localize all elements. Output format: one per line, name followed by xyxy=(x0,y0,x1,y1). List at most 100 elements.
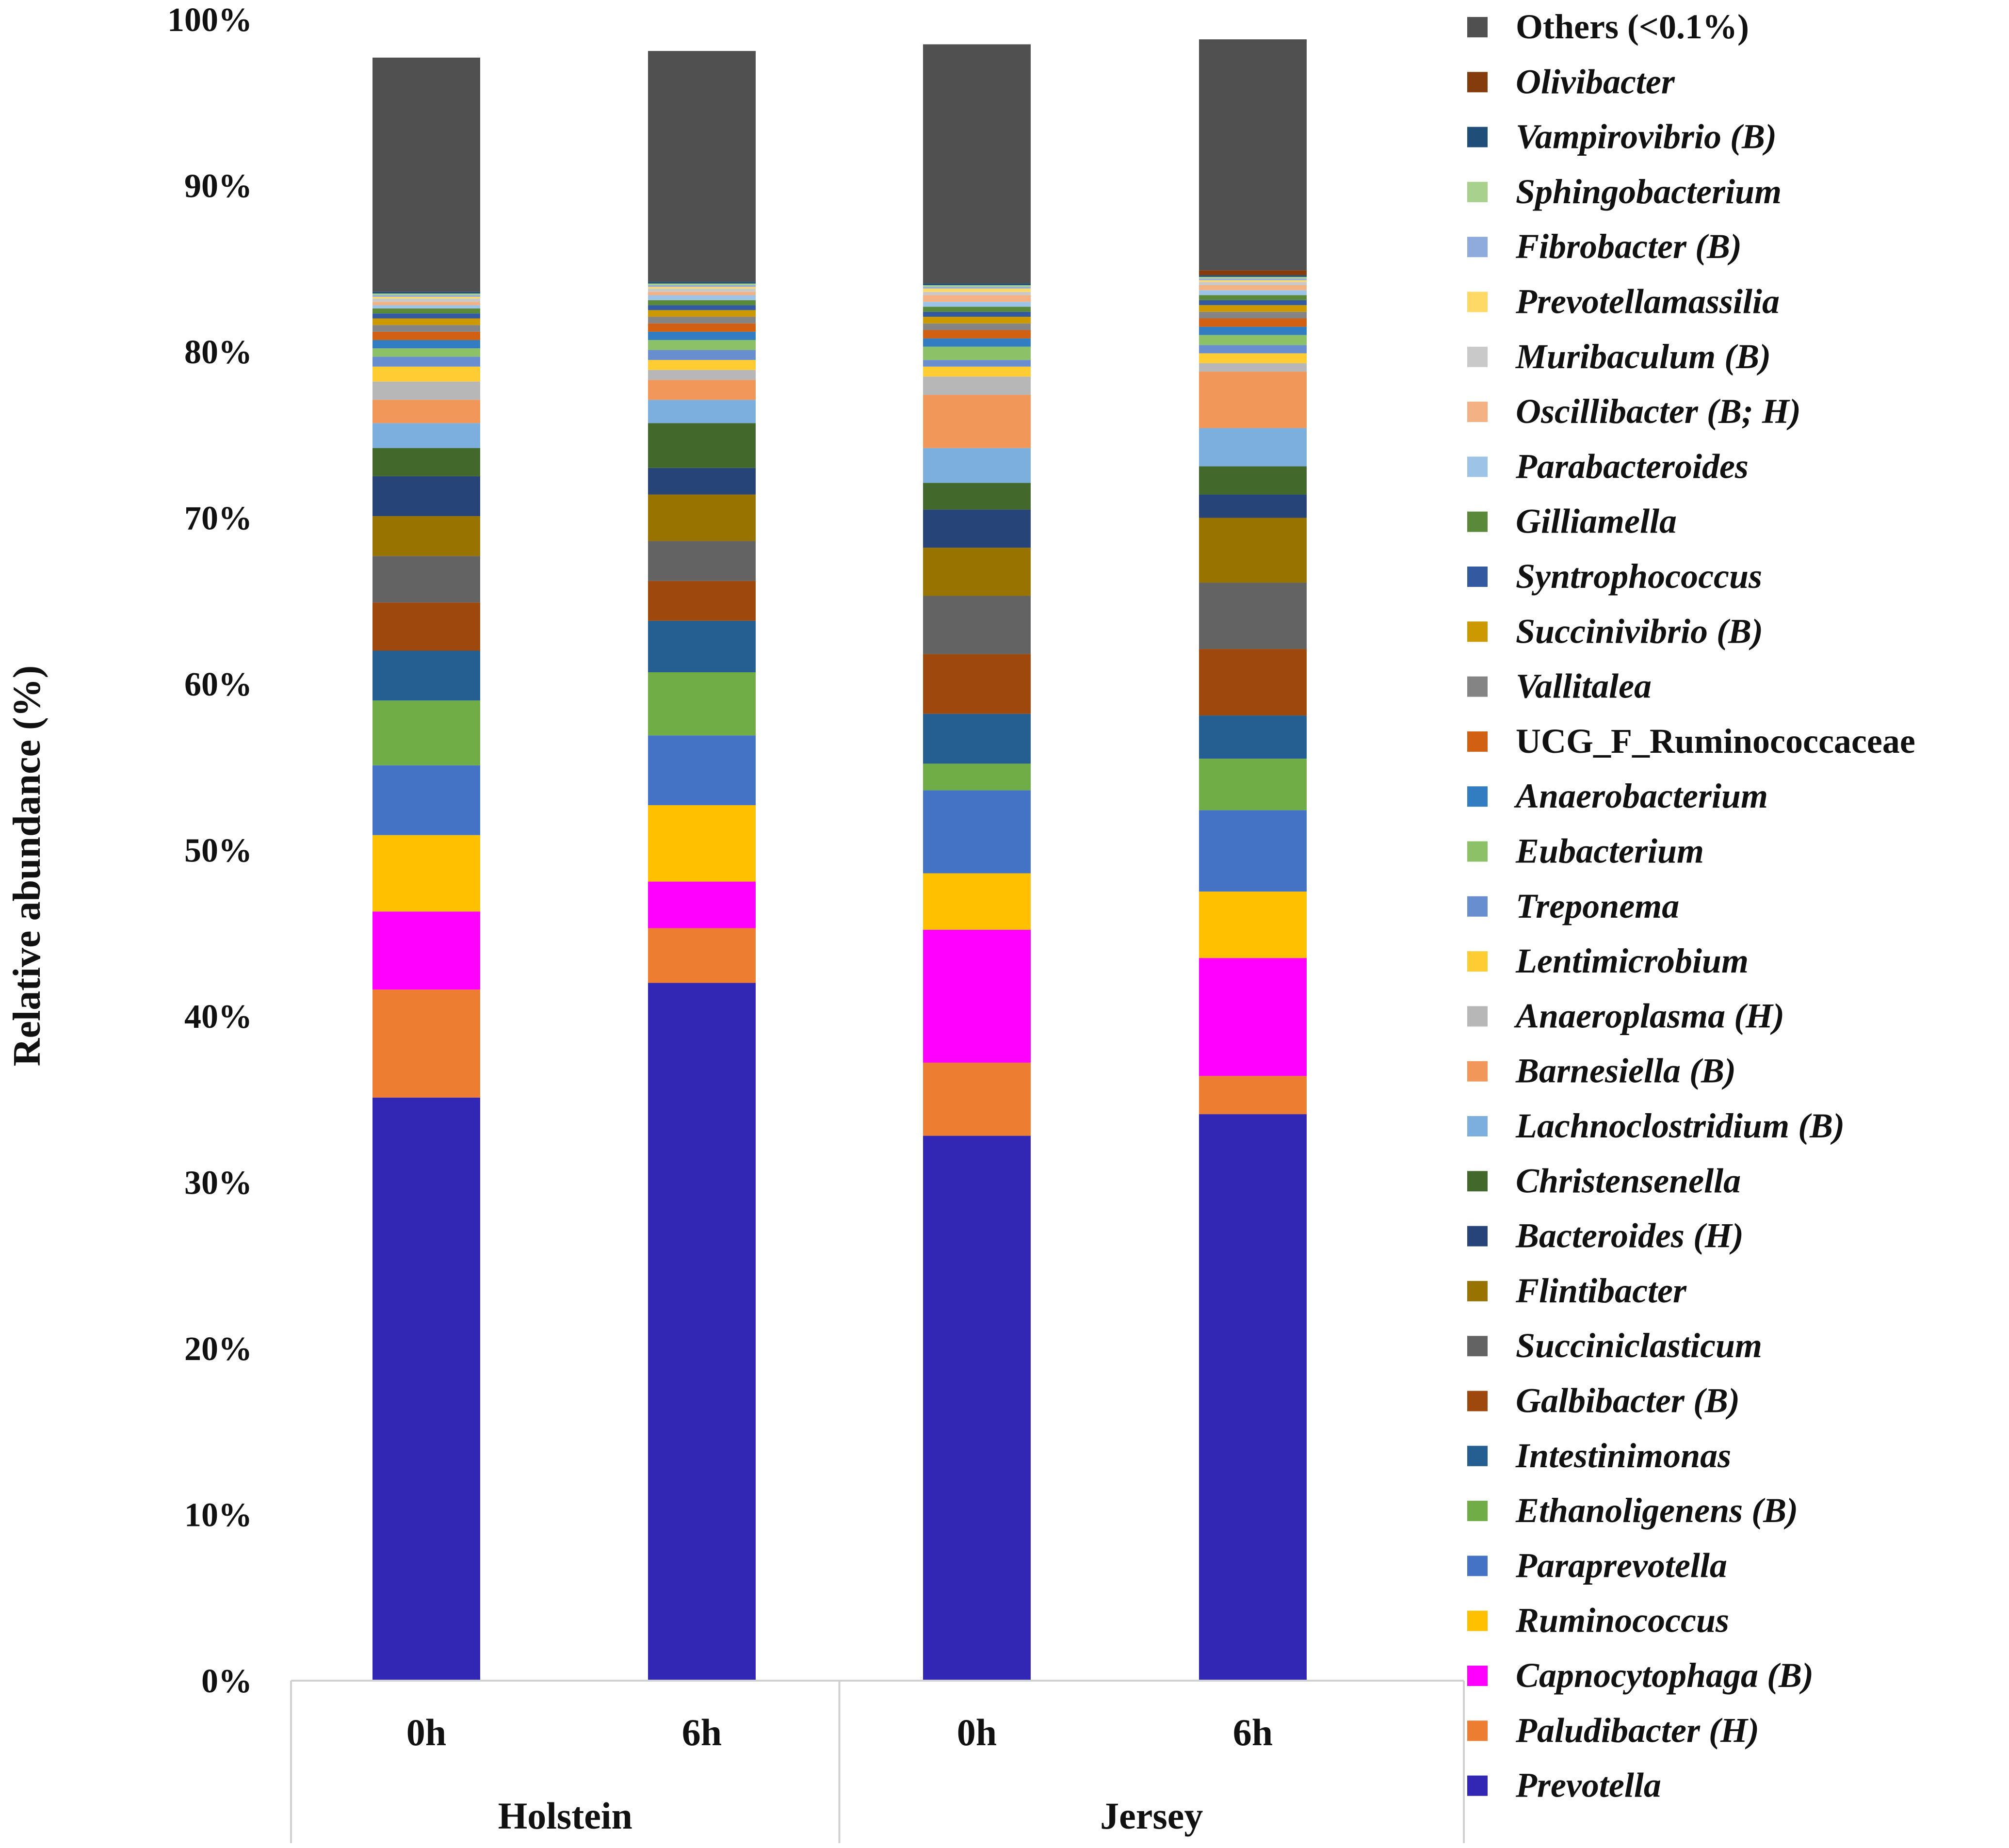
legend-swatch xyxy=(1467,17,1488,37)
bar-segment xyxy=(648,317,756,324)
y-tick-label: 100% xyxy=(167,1,252,39)
bar-segment xyxy=(1199,353,1307,363)
y-tick-label: 20% xyxy=(184,1330,252,1368)
legend-item: Intestinimonas xyxy=(1467,1436,1731,1475)
bar-segment xyxy=(648,331,756,340)
bar-segment xyxy=(373,516,480,556)
legend-item: UCG_F_Ruminococcaceae xyxy=(1467,722,1915,761)
bar-segment xyxy=(1199,715,1307,759)
legend-swatch xyxy=(1467,1281,1488,1301)
bar-segment xyxy=(648,305,756,310)
bar-segment xyxy=(923,283,1031,285)
bar-segment xyxy=(373,400,480,423)
legend-swatch xyxy=(1467,731,1488,752)
bar-segment xyxy=(1199,276,1307,279)
bar-stack xyxy=(1199,39,1307,1681)
bar-segment xyxy=(373,340,480,349)
bar-segment xyxy=(648,928,756,983)
legend-label: Christensenella xyxy=(1516,1161,1741,1200)
bar-segment xyxy=(923,302,1031,307)
legend-label: Vallitalea xyxy=(1516,667,1652,706)
legend-swatch xyxy=(1467,1610,1488,1631)
legend-item: Ruminococcus xyxy=(1467,1601,1729,1640)
legend-label: Treponema xyxy=(1516,887,1679,925)
bar-segment xyxy=(1199,494,1307,518)
bar-segment xyxy=(648,541,756,581)
legend-item: Fibrobacter (B) xyxy=(1467,227,1742,266)
bar-segment xyxy=(373,308,480,314)
bar-segment xyxy=(1199,295,1307,300)
legend-label: Muribaculum (B) xyxy=(1515,337,1771,376)
legend-item: Olivibacter xyxy=(1467,62,1675,101)
legend-label: Anaeroplasma (H) xyxy=(1514,996,1784,1035)
bar-segment xyxy=(923,285,1031,287)
legend-label: Parabacteroides xyxy=(1515,447,1749,486)
legend-swatch xyxy=(1467,511,1488,532)
legend-label: Prevotella xyxy=(1515,1766,1661,1805)
bar-segment xyxy=(923,311,1031,317)
y-tick-label: 50% xyxy=(184,832,252,870)
bar-segment xyxy=(648,400,756,423)
legend-label: Barnesiella (B) xyxy=(1515,1052,1736,1090)
legend-label: Anaerobacterium xyxy=(1514,777,1768,815)
legend-label: Oscillibacter (B; H) xyxy=(1516,392,1801,431)
bar-segment xyxy=(373,296,480,299)
bar-stack xyxy=(373,57,480,1681)
bar-segment xyxy=(648,295,756,300)
legend-item: Gilliamella xyxy=(1467,502,1677,541)
legend-label: Succiniclasticum xyxy=(1516,1326,1762,1365)
legend-swatch xyxy=(1467,1061,1488,1082)
legend-label: Bacteroides (H) xyxy=(1515,1216,1744,1255)
legend-swatch xyxy=(1467,951,1488,972)
bar-segment xyxy=(923,346,1031,360)
bar-segment xyxy=(923,929,1031,1063)
bar-segment xyxy=(1199,285,1307,291)
bar-segment xyxy=(923,509,1031,548)
bar-segment xyxy=(1199,305,1307,312)
bar-segment xyxy=(1199,335,1307,345)
bar-stack xyxy=(648,51,756,1681)
legend-label: Galbibacter (B) xyxy=(1516,1381,1740,1420)
bar-segment xyxy=(373,650,480,701)
bar-segment xyxy=(923,44,1031,284)
legend-label: Vampirovibrio (B) xyxy=(1516,117,1777,156)
x-group-label: Jersey xyxy=(1100,1795,1203,1837)
bar-segment xyxy=(1199,311,1307,319)
legend-label: Lentimicrobium xyxy=(1515,941,1749,980)
y-tick-label: 70% xyxy=(184,500,252,537)
legend-swatch xyxy=(1467,456,1488,477)
bar-segment xyxy=(923,395,1031,448)
legend-label: Prevotellamassilia xyxy=(1515,282,1780,321)
x-axis: 0h 6h 0h 6h Holstein Jersey xyxy=(290,1680,1465,1843)
legend-label: UCG_F_Ruminococcaceae xyxy=(1516,722,1915,761)
legend-item: Paludibacter (H) xyxy=(1467,1711,1759,1750)
bar-segment xyxy=(1199,428,1307,467)
legend-item: Lentimicrobium xyxy=(1467,941,1749,980)
bar-segment xyxy=(373,313,480,319)
legend-swatch xyxy=(1467,1666,1488,1686)
legend-swatch xyxy=(1467,1226,1488,1247)
bar-segment xyxy=(1199,1076,1307,1115)
legend-swatch xyxy=(1467,127,1488,147)
bar-segment xyxy=(923,448,1031,483)
legend-item: Syntrophococcus xyxy=(1467,557,1762,596)
legend-item: Succinivibrio (B) xyxy=(1467,612,1763,650)
bar-segment xyxy=(648,494,756,541)
y-tick-label: 0% xyxy=(201,1663,252,1700)
bar-segment xyxy=(648,881,756,928)
legend-item: Anaerobacterium xyxy=(1467,777,1768,815)
bar-segment xyxy=(923,483,1031,510)
bar-segment xyxy=(923,323,1031,330)
legend-label: Flintibacter xyxy=(1515,1271,1687,1310)
bar-segment xyxy=(373,366,480,382)
legend-label: Capnocytophaga (B) xyxy=(1516,1656,1814,1695)
legend-item: Others (<0.1%) xyxy=(1467,7,1749,46)
legend-label: Olivibacter xyxy=(1516,62,1675,101)
bar-segment xyxy=(923,287,1031,289)
y-axis-ticks: 0% 10% 20% 30% 40% 50% 60% 70% 80% 90% 100% xyxy=(167,1,252,1700)
legend-label: Eubacterium xyxy=(1515,832,1704,871)
legend-swatch xyxy=(1467,621,1488,642)
bar-segment xyxy=(373,700,480,765)
bar-segment xyxy=(923,596,1031,654)
legend-label: Paludibacter (H) xyxy=(1515,1711,1759,1750)
